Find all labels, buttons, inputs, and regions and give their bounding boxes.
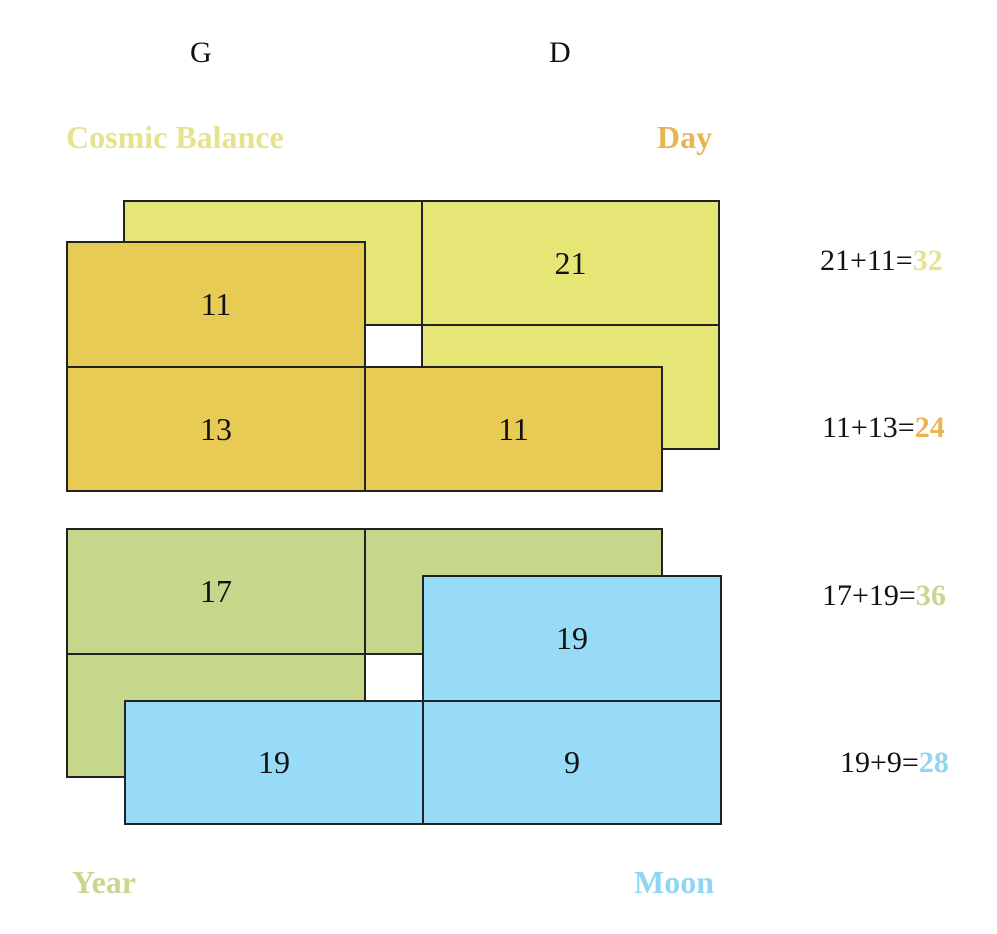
- label-year: Year: [72, 864, 136, 900]
- label-moon: Moon: [634, 864, 714, 900]
- cosmic-balance-cell-tr: 21: [421, 200, 720, 326]
- equation-result: 36: [915, 579, 946, 612]
- equation-day: 21+11=32: [820, 244, 943, 278]
- cell-value: 17: [200, 573, 232, 609]
- equation-expr: 11+13=: [822, 411, 915, 444]
- equation-expr: 17+19=: [822, 579, 916, 612]
- year-cell-tl: 17: [66, 528, 366, 655]
- equation-result: 24: [914, 411, 945, 444]
- equation-day-2: 11+13=24: [822, 411, 945, 445]
- equation-expr: 19+9=: [840, 746, 919, 779]
- cell-value: 9: [564, 744, 580, 780]
- column-header-g: G: [190, 36, 212, 69]
- column-header-d: D: [549, 36, 571, 69]
- cell-value: 13: [200, 410, 232, 447]
- equation-result: 28: [918, 746, 949, 779]
- day-cell-bl: 13: [66, 366, 366, 492]
- cell-value: 19: [556, 620, 588, 656]
- moon-cell-tr: 19: [422, 575, 722, 702]
- moon-cell-br: 9: [422, 700, 722, 825]
- moon-cell-bl: 19: [124, 700, 424, 825]
- label-day: Day: [657, 119, 713, 155]
- day-cell-br: 11: [364, 366, 663, 492]
- cell-value: 21: [554, 244, 587, 281]
- day-cell-tl: 11: [66, 241, 366, 368]
- equation-expr: 21+11=: [820, 244, 913, 277]
- cell-value: 11: [200, 286, 232, 322]
- equation-moon: 19+9=28: [840, 746, 949, 780]
- cell-value: 11: [498, 410, 529, 447]
- cell-value: 19: [258, 744, 290, 780]
- equation-result: 32: [912, 244, 943, 277]
- equation-year: 17+19=36: [822, 579, 946, 613]
- label-cosmic-balance: Cosmic Balance: [66, 119, 284, 155]
